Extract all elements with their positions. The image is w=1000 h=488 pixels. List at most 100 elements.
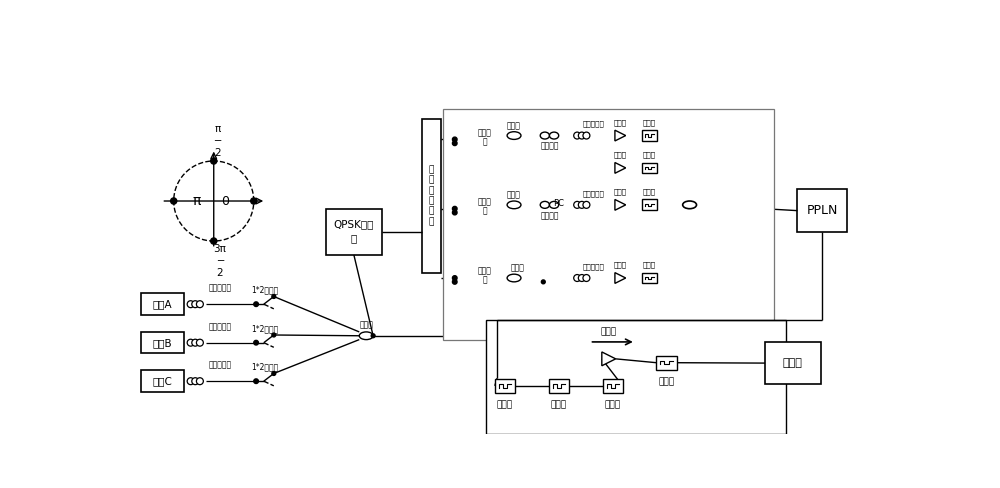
Circle shape: [254, 302, 258, 306]
Ellipse shape: [549, 132, 559, 139]
Circle shape: [272, 295, 276, 299]
Text: 放大器: 放大器: [614, 151, 627, 158]
Text: 偏振控制器: 偏振控制器: [582, 190, 604, 197]
Text: 机: 机: [351, 233, 357, 243]
Text: 滤波器: 滤波器: [658, 377, 675, 386]
Text: PC: PC: [553, 199, 564, 208]
Text: 滤波器: 滤波器: [643, 188, 656, 195]
Bar: [443, 109, 774, 340]
Circle shape: [171, 198, 177, 204]
Text: 光源B: 光源B: [152, 338, 172, 347]
Text: 滤波器: 滤波器: [643, 151, 656, 158]
Bar: [466, 265, 503, 288]
Bar: [495, 379, 515, 393]
Bar: [797, 189, 847, 232]
Ellipse shape: [507, 132, 521, 140]
Ellipse shape: [578, 132, 585, 139]
Text: 波
长
选
择
开
关: 波 长 选 择 开 关: [429, 165, 434, 226]
Circle shape: [371, 334, 375, 338]
Bar: [642, 163, 657, 173]
Circle shape: [452, 141, 457, 145]
Text: 0: 0: [221, 195, 229, 207]
Polygon shape: [615, 200, 626, 210]
Text: 式: 式: [482, 206, 487, 216]
Ellipse shape: [507, 201, 521, 209]
Text: 放大器: 放大器: [614, 188, 627, 195]
Text: 滤波器: 滤波器: [497, 401, 513, 409]
Text: 耦合器: 耦合器: [359, 321, 373, 329]
Bar: [141, 332, 184, 353]
Text: 偏振控制器: 偏振控制器: [208, 322, 231, 331]
Text: 1*2光开关: 1*2光开关: [251, 325, 278, 333]
Ellipse shape: [583, 275, 590, 282]
Text: π
─
2: π ─ 2: [214, 124, 221, 158]
Bar: [642, 130, 657, 141]
Bar: [422, 119, 441, 273]
Ellipse shape: [583, 202, 590, 208]
Text: 放大器: 放大器: [614, 262, 627, 268]
Text: PPLN: PPLN: [807, 204, 838, 217]
Bar: [141, 293, 184, 315]
Bar: [642, 200, 657, 210]
Bar: [486, 320, 786, 434]
Ellipse shape: [192, 339, 199, 346]
Text: 1*2光开关: 1*2光开关: [251, 363, 278, 372]
Ellipse shape: [683, 201, 697, 209]
Bar: [466, 196, 503, 219]
Text: 耦合器: 耦合器: [507, 190, 521, 200]
Ellipse shape: [192, 301, 199, 307]
Text: 放大器: 放大器: [601, 327, 617, 336]
Ellipse shape: [187, 378, 194, 385]
Text: 放大器: 放大器: [614, 119, 627, 126]
Ellipse shape: [574, 275, 581, 282]
Bar: [466, 126, 503, 149]
Text: 耦合器: 耦合器: [511, 264, 525, 272]
Text: 共轭模: 共轭模: [478, 266, 492, 276]
Bar: [141, 370, 184, 392]
Text: 光延时线: 光延时线: [540, 211, 559, 220]
Polygon shape: [615, 130, 626, 141]
Ellipse shape: [196, 378, 203, 385]
Ellipse shape: [359, 332, 373, 340]
Text: 光延时线: 光延时线: [540, 142, 559, 151]
Circle shape: [254, 341, 258, 345]
Ellipse shape: [583, 132, 590, 139]
Text: 3π
─
2: 3π ─ 2: [213, 244, 226, 278]
Circle shape: [541, 280, 545, 284]
Bar: [549, 379, 569, 393]
Text: 耦合器: 耦合器: [507, 121, 521, 130]
Ellipse shape: [578, 202, 585, 208]
Ellipse shape: [196, 339, 203, 346]
Circle shape: [452, 210, 457, 215]
Text: 1*2光开关: 1*2光开关: [251, 286, 278, 295]
Text: 滤波器: 滤波器: [643, 119, 656, 126]
Ellipse shape: [187, 339, 194, 346]
Text: 接收机: 接收机: [783, 358, 803, 368]
Circle shape: [211, 238, 217, 244]
Text: π: π: [193, 194, 201, 208]
Circle shape: [251, 198, 257, 204]
Circle shape: [272, 371, 276, 375]
Circle shape: [452, 206, 457, 211]
Bar: [326, 209, 382, 255]
Ellipse shape: [187, 301, 194, 307]
Ellipse shape: [574, 132, 581, 139]
Text: 滤波器: 滤波器: [643, 262, 656, 268]
Text: 共轭模: 共轭模: [478, 128, 492, 137]
Bar: [765, 342, 820, 384]
Circle shape: [452, 137, 457, 142]
Text: 偏振控制器: 偏振控制器: [208, 284, 231, 292]
Bar: [603, 379, 623, 393]
Ellipse shape: [507, 274, 521, 282]
Text: 共轭模: 共轭模: [478, 197, 492, 206]
Text: QPSK发射: QPSK发射: [334, 219, 374, 229]
Text: 光源C: 光源C: [152, 376, 172, 386]
Polygon shape: [615, 273, 626, 284]
Circle shape: [452, 280, 457, 284]
Text: 滤波器: 滤波器: [605, 401, 621, 409]
Ellipse shape: [540, 132, 549, 139]
Text: 式: 式: [482, 137, 487, 146]
Polygon shape: [615, 163, 626, 173]
Text: 式: 式: [482, 276, 487, 285]
Circle shape: [272, 333, 276, 337]
